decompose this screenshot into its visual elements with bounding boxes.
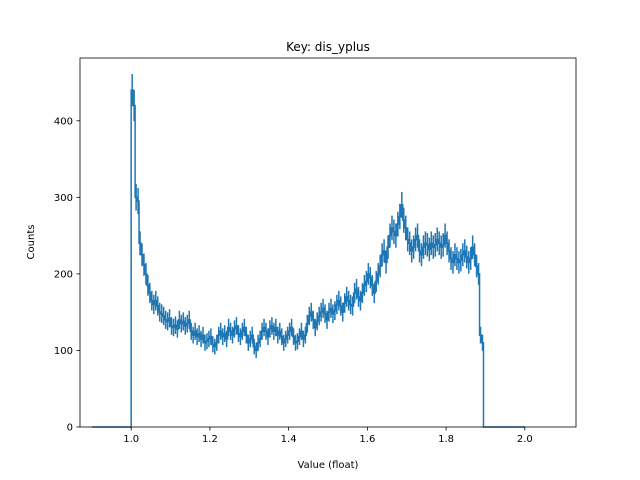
x-axis: 1.0 1.2 1.4 1.6 1.8 2.0 xyxy=(123,427,533,445)
x-tick-label: 1.4 xyxy=(281,434,297,445)
y-tick-label: 400 xyxy=(54,116,73,127)
x-tick-label: 2.0 xyxy=(517,434,533,445)
y-axis: 0 100 200 300 400 xyxy=(54,116,80,434)
x-tick-label: 1.2 xyxy=(202,434,218,445)
y-axis-label: Counts xyxy=(26,225,37,260)
x-axis-label: Value (float) xyxy=(298,460,359,471)
y-tick-label: 0 xyxy=(67,423,73,434)
y-tick-label: 100 xyxy=(54,346,73,357)
error-bars xyxy=(131,74,484,359)
chart-title: Key: dis_yplus xyxy=(286,40,370,54)
x-tick-label: 1.6 xyxy=(359,434,375,445)
plot-frame xyxy=(79,57,577,428)
plot-area xyxy=(91,74,525,428)
y-tick-label: 300 xyxy=(54,193,73,204)
x-tick-label: 1.8 xyxy=(438,434,454,445)
x-tick-label: 1.0 xyxy=(123,434,139,445)
y-tick-label: 200 xyxy=(54,269,73,280)
